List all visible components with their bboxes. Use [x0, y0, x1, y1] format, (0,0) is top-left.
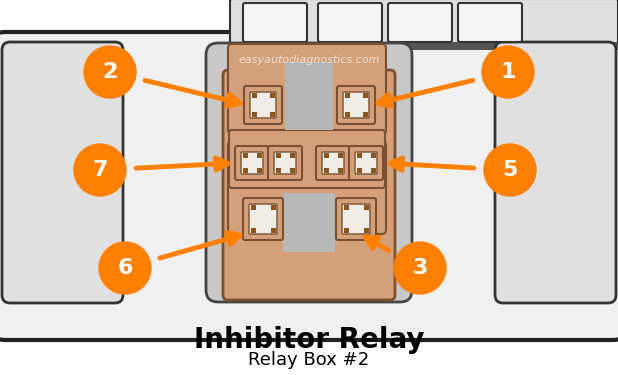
FancyBboxPatch shape — [2, 42, 123, 303]
Bar — [252, 93, 257, 98]
FancyBboxPatch shape — [318, 3, 382, 42]
Text: Relay Box #2: Relay Box #2 — [248, 351, 370, 369]
Bar — [357, 153, 362, 158]
FancyBboxPatch shape — [495, 42, 616, 303]
Bar — [243, 153, 248, 158]
FancyBboxPatch shape — [0, 32, 618, 340]
Bar — [324, 153, 329, 158]
Bar — [371, 153, 376, 158]
FancyBboxPatch shape — [249, 204, 277, 234]
Bar — [344, 205, 349, 210]
Text: 1: 1 — [500, 62, 516, 82]
Text: easyautodiagnostics.com: easyautodiagnostics.com — [239, 55, 379, 65]
Bar — [271, 228, 276, 233]
FancyBboxPatch shape — [274, 152, 296, 174]
Text: 3: 3 — [412, 258, 428, 278]
Bar — [230, 42, 618, 50]
Text: Inhibitor Relay: Inhibitor Relay — [194, 326, 424, 354]
Circle shape — [99, 242, 151, 294]
FancyBboxPatch shape — [241, 152, 263, 174]
FancyBboxPatch shape — [388, 3, 452, 42]
Bar — [345, 112, 350, 117]
Bar — [290, 153, 295, 158]
Bar — [251, 228, 256, 233]
FancyBboxPatch shape — [243, 3, 307, 42]
Bar — [257, 168, 262, 173]
FancyBboxPatch shape — [322, 152, 344, 174]
Bar — [243, 168, 248, 173]
Text: 7: 7 — [92, 160, 108, 180]
FancyBboxPatch shape — [244, 86, 282, 124]
Bar — [357, 168, 362, 173]
FancyBboxPatch shape — [250, 92, 276, 118]
Bar — [364, 205, 369, 210]
Bar — [363, 93, 368, 98]
Bar — [338, 153, 343, 158]
Circle shape — [482, 46, 534, 98]
Bar — [290, 168, 295, 173]
FancyBboxPatch shape — [228, 44, 386, 134]
Bar — [324, 168, 329, 173]
FancyBboxPatch shape — [243, 198, 283, 240]
FancyBboxPatch shape — [316, 146, 350, 180]
Bar — [230, 0, 618, 45]
FancyBboxPatch shape — [337, 86, 375, 124]
Bar — [363, 112, 368, 117]
Bar — [270, 112, 275, 117]
Bar — [276, 153, 281, 158]
Bar — [271, 205, 276, 210]
Circle shape — [484, 144, 536, 196]
FancyBboxPatch shape — [268, 146, 302, 180]
FancyBboxPatch shape — [355, 152, 377, 174]
Circle shape — [394, 242, 446, 294]
Bar — [251, 205, 256, 210]
Bar — [364, 228, 369, 233]
FancyBboxPatch shape — [458, 3, 522, 42]
Circle shape — [84, 46, 136, 98]
Bar — [270, 93, 275, 98]
FancyBboxPatch shape — [336, 198, 376, 240]
FancyBboxPatch shape — [223, 70, 395, 300]
Text: 6: 6 — [117, 258, 133, 278]
FancyBboxPatch shape — [283, 193, 335, 252]
FancyBboxPatch shape — [342, 204, 370, 234]
FancyBboxPatch shape — [349, 146, 383, 180]
FancyBboxPatch shape — [206, 43, 412, 302]
Bar — [344, 228, 349, 233]
Bar — [338, 168, 343, 173]
Circle shape — [74, 144, 126, 196]
Text: 5: 5 — [502, 160, 518, 180]
FancyBboxPatch shape — [230, 0, 618, 45]
FancyBboxPatch shape — [229, 130, 385, 188]
Bar — [371, 168, 376, 173]
Bar — [276, 168, 281, 173]
Bar — [285, 62, 333, 130]
FancyBboxPatch shape — [235, 146, 269, 180]
Text: 2: 2 — [103, 62, 117, 82]
FancyBboxPatch shape — [228, 141, 386, 234]
Bar — [257, 153, 262, 158]
FancyBboxPatch shape — [343, 92, 369, 118]
Bar — [252, 112, 257, 117]
Bar — [345, 93, 350, 98]
